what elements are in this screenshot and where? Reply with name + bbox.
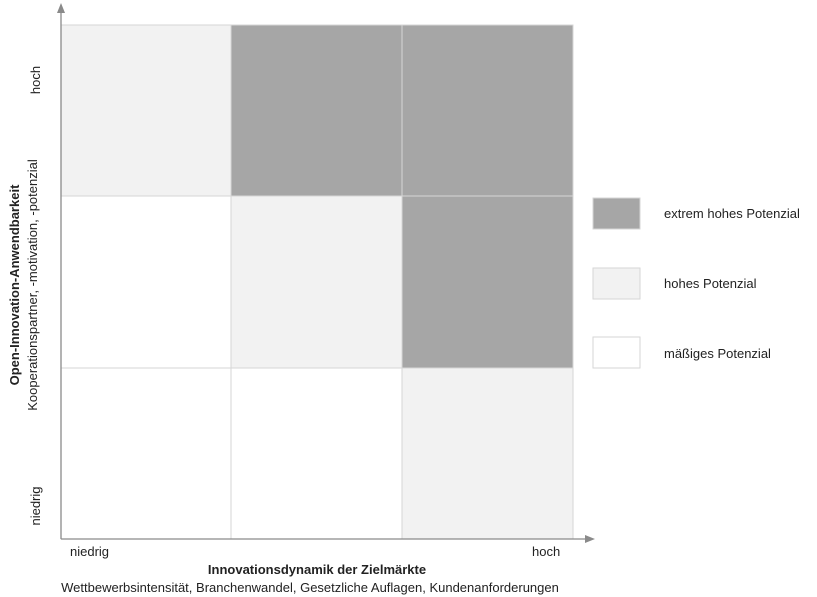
legend-label-hohes: hohes Potenzial — [664, 276, 757, 291]
x-axis-high-label: hoch — [532, 544, 560, 559]
y-axis-subtitle: Kooperationspartner, -motivation, -poten… — [25, 159, 40, 411]
matrix-cell-r0-c2 — [401, 24, 574, 197]
y-axis-low-label: niedrig — [28, 486, 43, 525]
legend: extrem hohes Potenzial hohes Potenzial m… — [592, 197, 800, 369]
legend-swatch-maessig — [592, 336, 641, 369]
matrix-cell-r1-c1 — [230, 195, 403, 369]
y-axis-high-label: hoch — [28, 66, 43, 94]
matrix-grid — [60, 24, 574, 540]
x-axis-title: Innovationsdynamik der Zielmärkte — [208, 562, 426, 577]
legend-label-maessig: mäßiges Potenzial — [664, 346, 771, 361]
legend-label-extrem: extrem hohes Potenzial — [664, 206, 800, 221]
matrix-cell-r2-c1 — [230, 367, 403, 540]
matrix-cell-r0-c0 — [60, 24, 232, 197]
matrix-cell-r1-c2 — [401, 195, 574, 369]
y-axis-arrow-icon — [57, 3, 65, 13]
x-axis-low-label: niedrig — [70, 544, 109, 559]
x-axis-arrow-icon — [585, 535, 595, 543]
y-axis-title: Open-Innovation-Anwendbarkeit — [7, 184, 22, 385]
x-axis-subtitle: Wettbewerbsintensität, Branchenwandel, G… — [61, 580, 559, 595]
legend-swatch-extrem — [592, 197, 641, 230]
matrix-cell-r2-c2 — [401, 367, 574, 540]
matrix-cell-r0-c1 — [230, 24, 403, 197]
axes — [57, 3, 595, 543]
legend-swatch-hohes — [592, 267, 641, 300]
matrix-cell-r1-c0 — [60, 195, 232, 369]
matrix-cell-r2-c0 — [60, 367, 232, 540]
